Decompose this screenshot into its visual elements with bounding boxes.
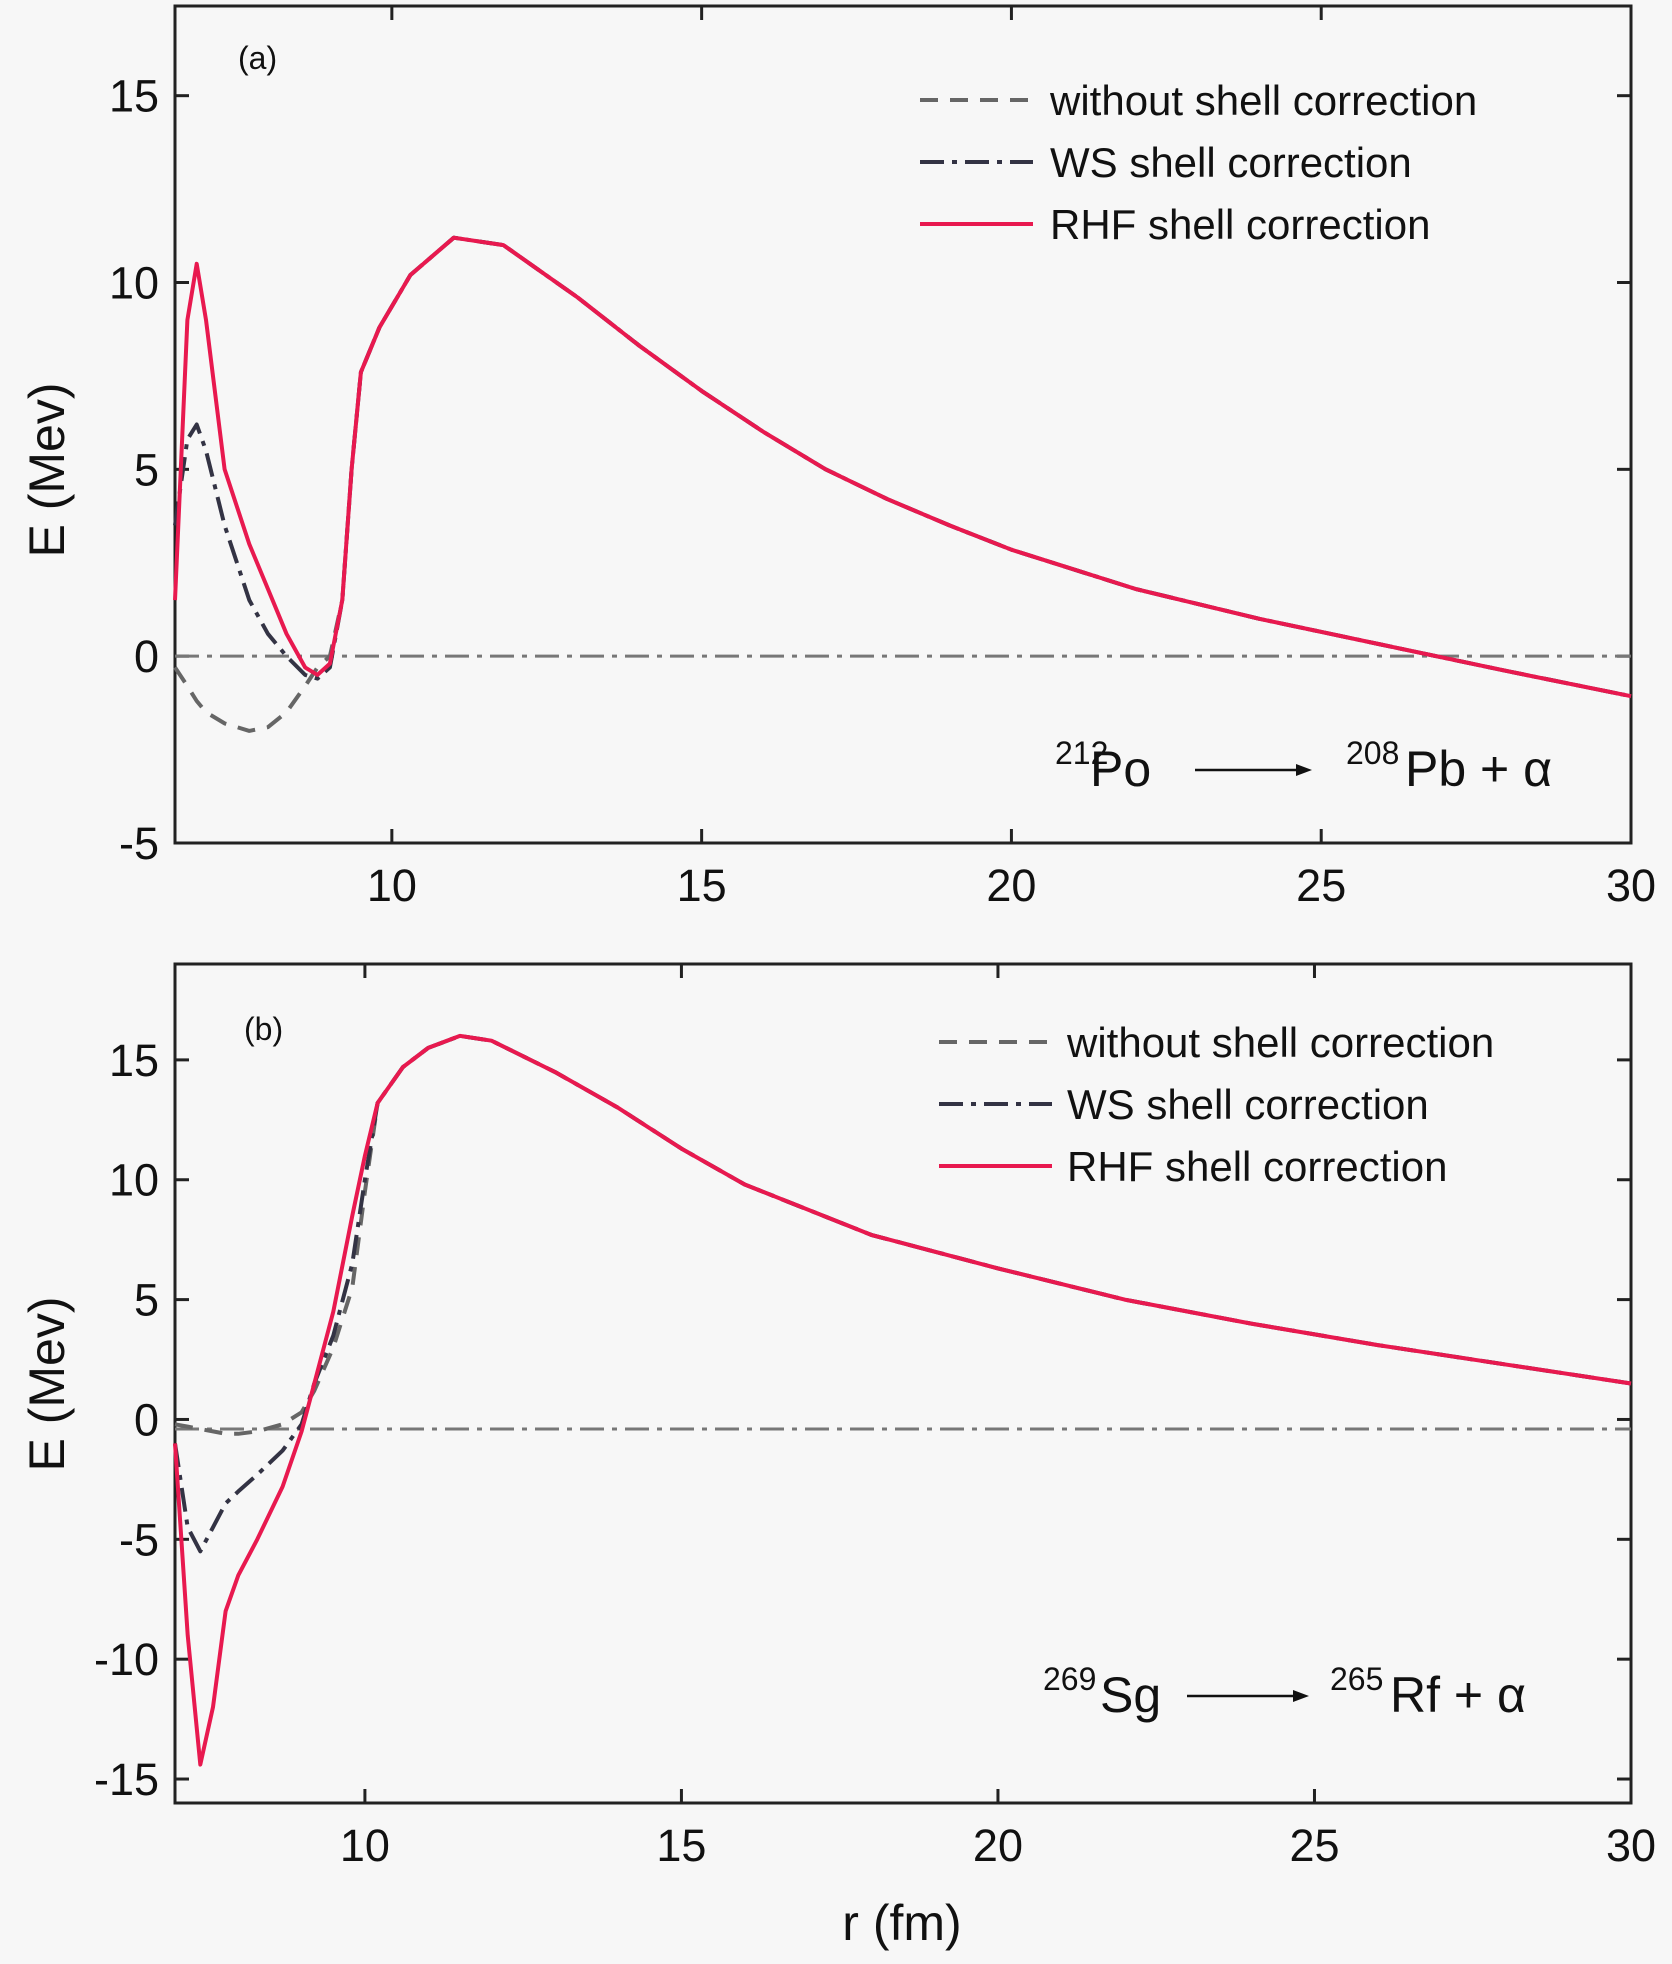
legend-label: RHF shell correction xyxy=(1050,201,1430,248)
y-tick-label: 5 xyxy=(134,1275,159,1326)
x-axis-label: r (fm) xyxy=(842,1895,961,1951)
x-tick-label: 10 xyxy=(340,1820,390,1871)
y-tick-label: 15 xyxy=(109,1035,159,1086)
reaction-arrowhead xyxy=(1296,764,1312,776)
y-tick-label: -15 xyxy=(94,1754,159,1805)
parent-nucleus: Sg xyxy=(1100,1667,1161,1723)
y-tick-label: 0 xyxy=(134,1394,159,1445)
legend-label: WS shell correction xyxy=(1050,139,1412,186)
y-tick-label: -5 xyxy=(119,818,159,869)
legend-label: WS shell correction xyxy=(1067,1081,1429,1128)
series-line xyxy=(173,235,1632,699)
x-tick-label: 25 xyxy=(1296,860,1346,911)
y-tick-label: 10 xyxy=(109,258,159,309)
y-axis-label: E (Mev) xyxy=(19,1297,75,1472)
parent-nucleus: Po xyxy=(1090,741,1151,797)
plot-frame xyxy=(173,4,1633,845)
x-tick-label: 15 xyxy=(677,860,727,911)
panel-label: (b) xyxy=(244,1011,283,1047)
y-tick-label: 10 xyxy=(109,1155,159,1206)
y-tick-label: -10 xyxy=(94,1634,159,1685)
daughter-mass: 265 xyxy=(1330,1661,1383,1697)
x-tick-label: 20 xyxy=(986,860,1036,911)
panel-label: (a) xyxy=(238,40,277,76)
series-line xyxy=(173,1033,1632,1767)
daughter-mass: 208 xyxy=(1346,735,1399,771)
x-tick-label: 15 xyxy=(656,1820,706,1871)
legend-label: RHF shell correction xyxy=(1067,1143,1447,1190)
parent-mass: 269 xyxy=(1043,1661,1096,1697)
y-tick-label: 5 xyxy=(134,444,159,495)
x-tick-label: 25 xyxy=(1289,1820,1339,1871)
y-axis-label: E (Mev) xyxy=(19,383,75,558)
y-tick-label: 15 xyxy=(109,71,159,122)
x-tick-label: 30 xyxy=(1606,860,1656,911)
x-tick-label: 30 xyxy=(1606,1820,1656,1871)
legend-label: without shell correction xyxy=(1066,1019,1494,1066)
daughter-nucleus: Pb + α xyxy=(1405,741,1552,797)
y-tick-label: -5 xyxy=(119,1514,159,1565)
legend-label: without shell correction xyxy=(1049,77,1477,124)
reaction-arrowhead xyxy=(1293,1690,1309,1702)
parent-mass: 212 xyxy=(1055,735,1108,771)
x-tick-label: 20 xyxy=(973,1820,1023,1871)
daughter-nucleus: Rf + α xyxy=(1390,1667,1526,1723)
y-tick-label: 0 xyxy=(134,631,159,682)
x-tick-label: 10 xyxy=(367,860,417,911)
